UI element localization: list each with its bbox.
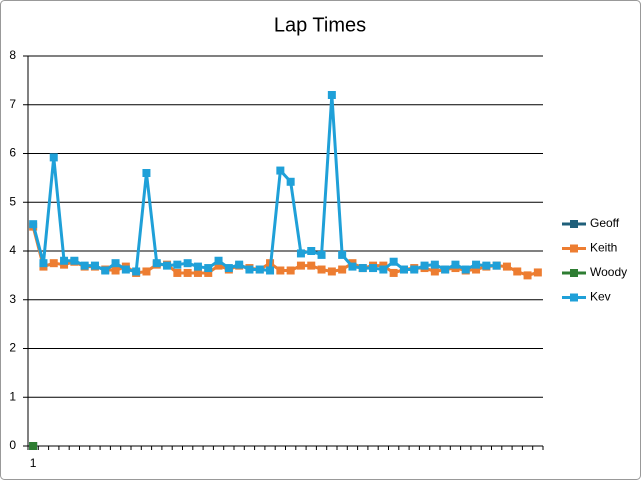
- data-point: [451, 260, 460, 269]
- data-point: [430, 260, 439, 269]
- legend-label: Woody: [590, 265, 627, 279]
- data-point: [307, 261, 316, 270]
- data-point: [472, 260, 481, 269]
- data-point: [286, 177, 295, 186]
- data-point: [183, 259, 192, 268]
- data-point: [317, 265, 326, 274]
- data-point: [307, 247, 316, 255]
- data-point: [173, 260, 182, 269]
- legend-label: Keith: [590, 241, 617, 255]
- legend-marker: [570, 220, 578, 228]
- data-point: [338, 250, 347, 259]
- data-point: [441, 265, 450, 274]
- data-point: [492, 261, 501, 270]
- data-point: [358, 264, 367, 273]
- data-point: [296, 249, 305, 258]
- y-tick-label: 7: [9, 97, 16, 111]
- data-point: [276, 166, 285, 175]
- data-point: [502, 262, 511, 271]
- y-tick-label: 2: [9, 341, 16, 355]
- data-point: [111, 266, 120, 275]
- data-point: [420, 261, 429, 270]
- data-point: [472, 265, 481, 274]
- data-point: [533, 268, 542, 277]
- data-point: [296, 261, 305, 270]
- data-point: [410, 265, 419, 274]
- y-tick-label: 3: [9, 292, 16, 306]
- data-point: [29, 442, 38, 450]
- data-point: [214, 256, 223, 265]
- legend-marker: [570, 269, 578, 277]
- data-point: [193, 262, 202, 271]
- data-point: [183, 268, 192, 277]
- series-line: [31, 93, 497, 273]
- data-point: [70, 256, 79, 265]
- data-point: [379, 265, 388, 274]
- data-point: [461, 265, 470, 274]
- data-point: [482, 261, 491, 270]
- data-point: [327, 267, 336, 276]
- x-tick-label: 1: [30, 456, 37, 470]
- chart-title: Lap Times: [274, 14, 366, 36]
- data-point: [29, 220, 38, 229]
- data-point: [132, 267, 141, 276]
- data-point: [255, 265, 264, 274]
- data-point: [142, 267, 151, 276]
- data-point: [39, 259, 48, 268]
- data-point: [327, 91, 336, 99]
- data-point: [142, 169, 151, 177]
- data-point: [121, 265, 130, 274]
- data-point: [513, 267, 522, 276]
- data-point: [204, 268, 213, 277]
- data-point: [276, 266, 285, 275]
- data-point: [152, 259, 161, 268]
- y-tick-label: 6: [9, 146, 16, 160]
- y-tick-label: 1: [9, 389, 16, 403]
- data-point: [317, 250, 326, 259]
- data-point: [224, 264, 233, 273]
- data-point: [369, 264, 378, 273]
- data-point: [101, 266, 110, 275]
- data-point: [399, 265, 408, 274]
- data-point: [49, 259, 58, 268]
- data-point: [286, 266, 295, 275]
- data-point: [193, 268, 202, 277]
- data-point: [430, 267, 439, 276]
- data-point: [214, 261, 223, 270]
- data-point: [163, 261, 172, 270]
- y-tick-label: 0: [9, 438, 16, 452]
- data-point: [60, 256, 69, 265]
- data-point: [90, 261, 99, 270]
- legend-marker: [570, 293, 578, 302]
- data-point: [389, 268, 398, 277]
- data-point: [266, 266, 275, 275]
- y-tick-label: 8: [9, 48, 16, 62]
- data-point: [235, 260, 244, 269]
- data-point: [80, 261, 89, 270]
- data-point: [338, 265, 347, 274]
- legend-label: Kev: [590, 290, 611, 304]
- data-point: [389, 257, 398, 266]
- data-point: [204, 264, 213, 273]
- data-point: [173, 268, 182, 277]
- legend-marker: [570, 244, 578, 253]
- legend-label: Geoff: [590, 216, 620, 230]
- y-tick-label: 5: [9, 194, 16, 208]
- data-point: [348, 262, 357, 271]
- y-tick-label: 4: [9, 243, 16, 257]
- data-point: [245, 265, 254, 274]
- data-point: [49, 153, 58, 162]
- data-point: [523, 271, 532, 280]
- data-point: [111, 259, 120, 268]
